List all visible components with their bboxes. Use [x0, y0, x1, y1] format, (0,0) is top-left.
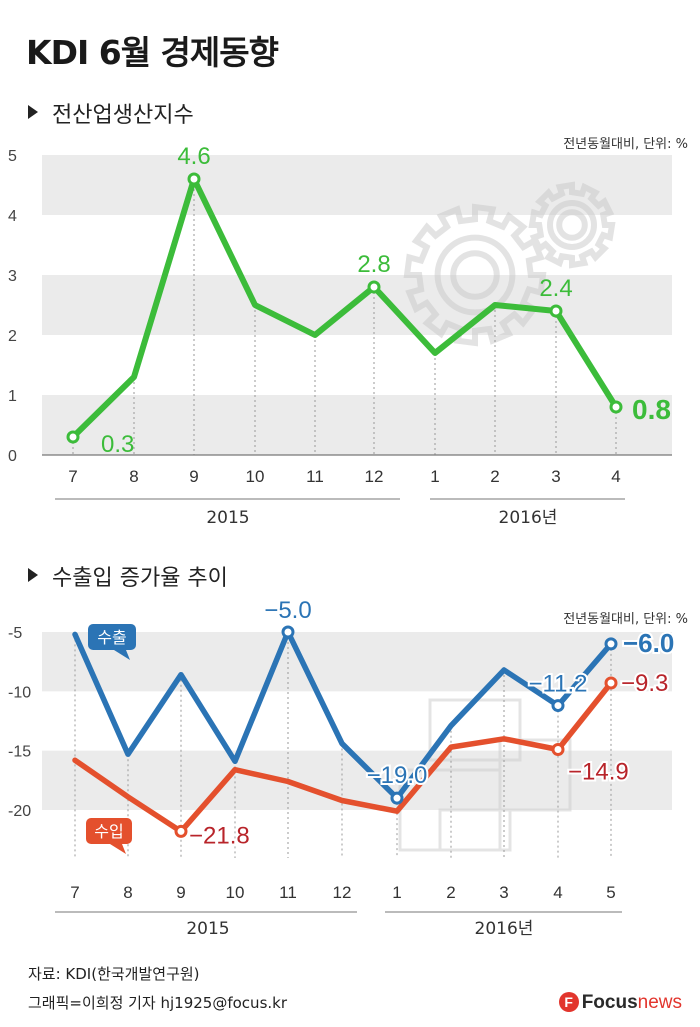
x-tick-label: 8	[129, 467, 138, 486]
data-point-marker	[66, 430, 80, 444]
x-tick-label: 4	[553, 883, 562, 902]
box-shape	[438, 808, 512, 852]
x-tick-label: 2	[446, 883, 455, 902]
triangle-bullet-icon	[28, 105, 38, 119]
box-watermark-icon	[398, 698, 572, 852]
y-tick-label: 1	[8, 388, 17, 405]
y-tick-label: 3	[8, 268, 17, 285]
data-point-marker	[367, 280, 381, 294]
year-label-2016: 2016년	[475, 919, 534, 939]
legend-export-label: 수출	[97, 628, 126, 647]
x-tick-label: 3	[499, 883, 508, 902]
y-tick-label: -15	[8, 744, 31, 761]
gear-ring	[556, 209, 588, 241]
data-point-marker	[604, 676, 618, 690]
logo-suffix: news	[637, 992, 682, 1013]
data-label: 0.3	[101, 431, 134, 458]
data-label: −11.2	[529, 671, 588, 698]
box-shape	[498, 738, 572, 812]
x-tick-label: 5	[606, 883, 615, 902]
data-label: −6.0	[623, 628, 674, 658]
logo-brand: Focus	[581, 992, 638, 1013]
x-tick-label: 11	[306, 467, 324, 486]
legend-export-pointer	[114, 650, 130, 660]
legend-import-label: 수입	[94, 822, 123, 841]
y-tick-label: 2	[8, 328, 17, 345]
data-label: 2.8	[357, 251, 390, 278]
section1-heading-text: 전산업생산지수	[52, 103, 194, 128]
source-note: 자료: KDI(한국개발연구원)	[28, 965, 200, 983]
gear-shape	[528, 181, 616, 269]
y-tick-label: -10	[8, 684, 31, 701]
x-tick-label: 7	[70, 883, 79, 902]
x-tick-label: 11	[279, 883, 297, 902]
x-tick-label: 2	[490, 467, 499, 486]
credit-note: 그래픽=이희정 기자 hj1925@focus.kr	[28, 994, 288, 1012]
y-tick-label: 0	[8, 448, 17, 465]
legend-export-box	[88, 624, 136, 650]
gear-ring	[434, 234, 516, 316]
data-point-marker	[390, 791, 404, 805]
gear-ring	[450, 250, 500, 300]
x-tick-label: 4	[611, 467, 620, 486]
data-label: −14.9	[568, 758, 629, 785]
x-tick-label: 1	[392, 883, 401, 902]
gear-ring	[547, 200, 597, 250]
main-title: KDI 6월 경제동향	[26, 33, 279, 72]
x-tick-label: 8	[123, 883, 132, 902]
section1-heading: 전산업생산지수	[28, 97, 194, 129]
data-label: −19.0	[367, 762, 428, 789]
year-label-2016: 2016년	[499, 508, 558, 528]
data-label: 2.4	[539, 275, 572, 302]
data-label: 0.8	[632, 394, 671, 425]
data-point-marker	[281, 625, 295, 639]
data-point-marker	[551, 699, 565, 713]
x-tick-label: 10	[226, 883, 245, 902]
grid-band	[42, 632, 672, 692]
x-tick-label: 3	[551, 467, 560, 486]
x-tick-label: 7	[68, 467, 77, 486]
section2-unit: 전년동월대비, 단위: %	[563, 612, 688, 627]
y-tick-label: 5	[8, 148, 17, 165]
legend-import-pointer	[110, 844, 126, 854]
data-point-marker	[551, 742, 565, 756]
data-point-marker	[549, 304, 563, 318]
series-line-production	[70, 176, 619, 440]
logo-mark-icon: F	[558, 992, 579, 1012]
data-label: 4.6	[177, 143, 210, 170]
x-tick-label: 12	[333, 883, 352, 902]
x-tick-label: 10	[246, 467, 265, 486]
data-label: −9.3	[621, 670, 668, 697]
series-line-export	[72, 629, 614, 801]
series-line-import	[72, 680, 614, 835]
triangle-bullet-icon	[28, 568, 38, 582]
data-label: −21.8	[189, 822, 250, 849]
focusnews-logo: F Focusnews	[558, 992, 682, 1014]
data-point-marker	[187, 172, 201, 186]
data-point-marker	[174, 824, 188, 838]
grid-band	[42, 395, 672, 455]
year-label-2015: 2015	[206, 508, 249, 528]
section2-heading: 수출입 증가율 추이	[28, 560, 228, 592]
year-label-2015: 2015	[186, 919, 229, 939]
gear-watermark-icon	[403, 181, 616, 347]
x-tick-label: 1	[430, 467, 439, 486]
y-tick-label: -20	[8, 803, 31, 820]
legend-import-box	[86, 818, 132, 844]
x-tick-label: 9	[189, 467, 198, 486]
data-label: −5.0	[264, 597, 311, 624]
section2-heading-text: 수출입 증가율 추이	[52, 566, 228, 591]
y-tick-label: 4	[8, 208, 17, 225]
data-point-marker	[604, 637, 618, 651]
y-tick-label: -5	[8, 625, 22, 642]
section1-unit: 전년동월대비, 단위: %	[563, 137, 688, 152]
x-tick-label: 12	[365, 467, 384, 486]
gear-shape	[403, 203, 547, 347]
x-tick-label: 9	[176, 883, 185, 902]
data-point-marker	[609, 400, 623, 414]
